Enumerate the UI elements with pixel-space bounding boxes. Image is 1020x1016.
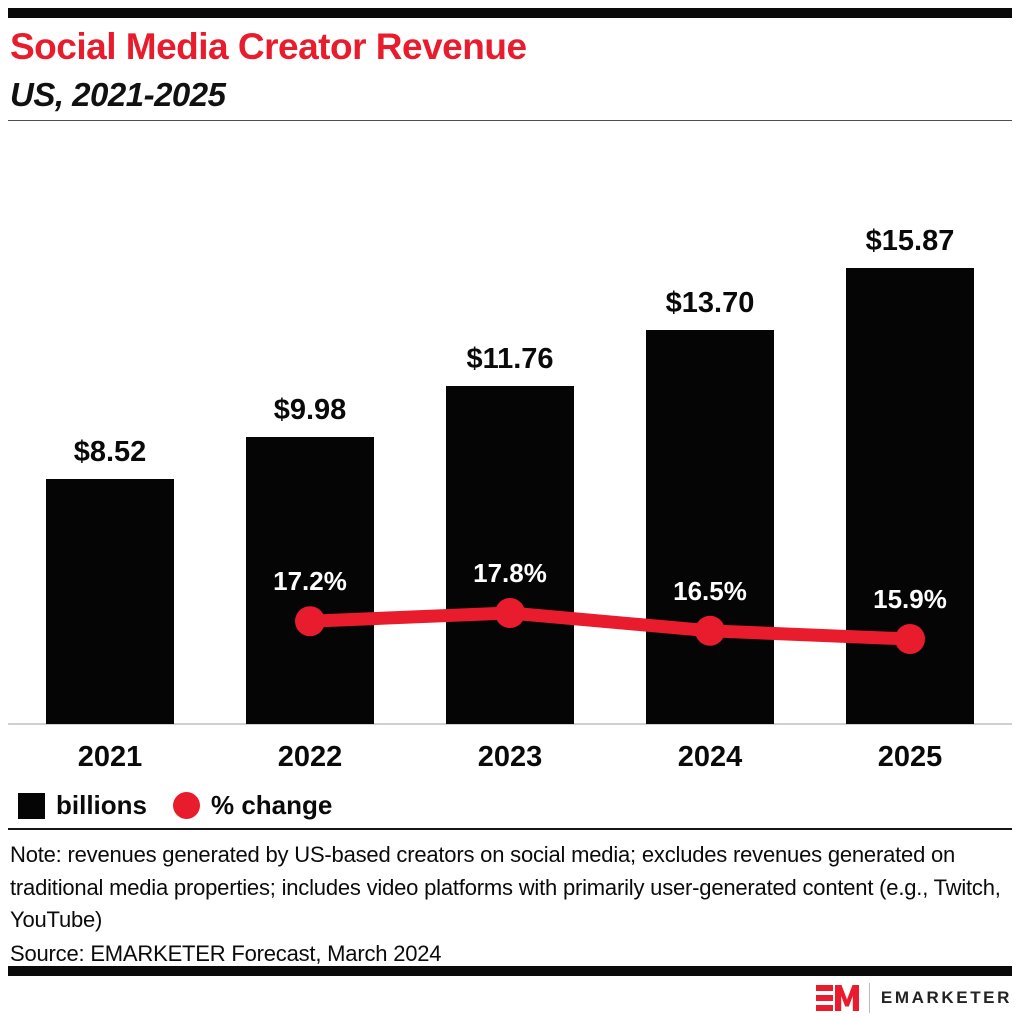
bar-value-label-2024: $13.70 [665, 287, 755, 320]
revenue-bar-2022 [246, 437, 374, 724]
pct-change-label-2024: 16.5% [673, 575, 747, 606]
bar-value-label-2023: $11.76 [466, 342, 554, 375]
chart-subtitle: US, 2021-2025 [10, 76, 226, 113]
header-divider [8, 120, 1012, 121]
monogram-e-bars-icon [815, 985, 833, 1011]
emarketer-monogram-icon [815, 985, 859, 1011]
legend-item-billions: billions [18, 792, 147, 819]
brand-divider [868, 983, 870, 1013]
monogram-m-icon [834, 985, 859, 1011]
revenue-bar-2023 [446, 385, 574, 724]
x-axis-label-2024: 2024 [677, 741, 743, 773]
footnotes: Note: revenues generated by US-based cre… [10, 839, 1012, 969]
x-axis-label-2025: 2025 [877, 741, 943, 773]
revenue-bar-2024 [646, 330, 774, 724]
pct-change-line [303, 606, 917, 646]
x-axis-baseline [8, 723, 1012, 725]
brand-footer: EMARKETER [815, 983, 1012, 1013]
x-axis-label-2022: 2022 [277, 741, 343, 773]
pct-change-swatch-icon [173, 792, 200, 819]
brand-wordmark: EMARKETER [880, 988, 1012, 1007]
x-axis-label-2023: 2023 [477, 741, 543, 773]
bar-value-label-2025: $15.87 [865, 224, 955, 257]
revenue-bar-2025 [846, 267, 974, 724]
bar-value-label-2022: $9.98 [273, 394, 347, 427]
footnote-divider [8, 828, 1012, 830]
pct-change-label-2022: 17.2% [273, 566, 347, 597]
pct-change-label-2025: 15.9% [873, 584, 947, 615]
chart-title: Social Media Creator Revenue [10, 26, 527, 67]
chart-legend: billions % change [18, 792, 332, 819]
billions-swatch-icon [18, 792, 45, 819]
x-axis-label-2021: 2021 [77, 741, 143, 773]
legend-item-pct-change: % change [173, 792, 332, 819]
bottom-rule-bar [8, 966, 1012, 976]
bar-value-label-2021: $8.52 [73, 436, 147, 469]
pct-change-label-2023: 17.8% [473, 558, 547, 588]
legend-label-pct-change: % change [211, 790, 333, 820]
legend-label-billions: billions [56, 790, 147, 820]
top-rule-bar [8, 8, 1012, 18]
source-text: Source: EMARKETER Forecast, March 2024 [10, 940, 442, 966]
revenue-bar-2021 [46, 479, 174, 724]
note-text: Note: revenues generated by US-based cre… [10, 842, 1001, 932]
